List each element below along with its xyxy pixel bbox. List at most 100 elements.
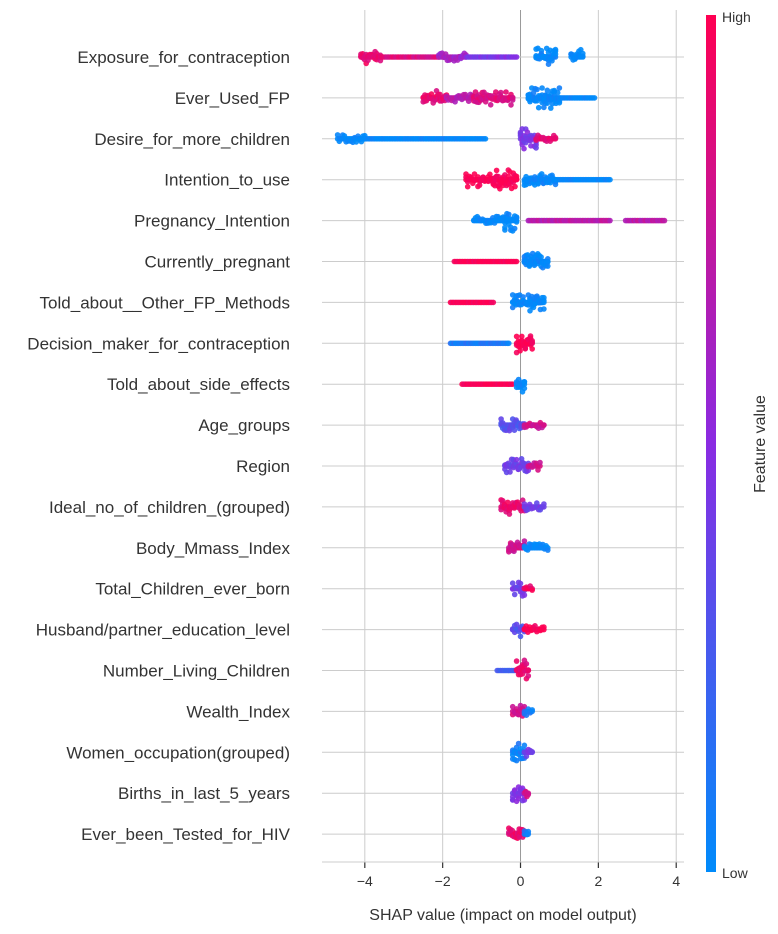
shap-point bbox=[524, 129, 531, 135]
feature-labels: Exposure_for_contraception Ever_Used_FP De… bbox=[27, 48, 290, 844]
shap-point bbox=[513, 54, 520, 60]
feature-label: Currently_pregnant bbox=[144, 253, 290, 272]
shap-point bbox=[513, 258, 520, 265]
x-tick-label: 4 bbox=[672, 873, 680, 889]
x-tick-label: −4 bbox=[357, 873, 373, 889]
feature-label: Told_about__Other_FP_Methods bbox=[40, 293, 290, 312]
feature-label: Told_about_side_effects bbox=[107, 375, 290, 394]
shap-point bbox=[541, 104, 547, 111]
shap-point bbox=[493, 167, 500, 174]
shap-point bbox=[487, 102, 494, 108]
shap-point bbox=[513, 621, 520, 628]
shap-point bbox=[525, 673, 532, 679]
shap-point bbox=[534, 86, 540, 93]
x-axis-title: SHAP value (impact on model output) bbox=[369, 907, 636, 924]
shap-point bbox=[541, 306, 547, 312]
shap-point bbox=[525, 828, 532, 835]
shap-point bbox=[552, 46, 559, 53]
shap-point bbox=[490, 299, 497, 306]
shap-point bbox=[521, 385, 528, 392]
shap-point bbox=[523, 661, 530, 667]
shap-point bbox=[661, 217, 668, 224]
shap-point bbox=[522, 345, 529, 352]
shap-point bbox=[509, 94, 516, 101]
shap-point bbox=[513, 658, 520, 664]
shap-point bbox=[521, 742, 528, 749]
feature-label: Intention_to_use bbox=[164, 171, 290, 190]
shap-point bbox=[521, 145, 527, 152]
shap-point bbox=[521, 538, 528, 544]
shap-point bbox=[529, 339, 535, 346]
shap-point bbox=[529, 346, 535, 352]
shap-point bbox=[513, 173, 520, 180]
shap-point bbox=[511, 591, 518, 598]
feature-label: Ever_Used_FP bbox=[175, 89, 290, 108]
shap-point bbox=[511, 225, 518, 232]
x-tick-label: 0 bbox=[517, 873, 525, 889]
shap-point bbox=[541, 501, 547, 507]
shap-point bbox=[519, 333, 525, 340]
shap-point bbox=[509, 580, 516, 586]
shap-point bbox=[545, 547, 551, 553]
shap-point bbox=[482, 136, 489, 142]
shap-point bbox=[517, 348, 523, 354]
shap-point bbox=[464, 183, 471, 190]
feature-label: Number_Living_Children bbox=[103, 662, 290, 681]
shap-point bbox=[552, 181, 559, 188]
shap-point bbox=[521, 592, 528, 598]
x-axis: −4 −2 0 2 4 bbox=[322, 861, 684, 889]
shap-point bbox=[591, 95, 598, 101]
shap-point bbox=[504, 499, 511, 506]
feature-label: Region bbox=[236, 457, 290, 476]
shap-point bbox=[538, 254, 544, 260]
feature-label: Age_groups bbox=[198, 416, 290, 435]
shap-point bbox=[498, 89, 504, 96]
shap-point bbox=[545, 263, 551, 269]
shap-point bbox=[541, 422, 547, 428]
shap-point bbox=[552, 134, 559, 141]
shap-point bbox=[525, 667, 532, 673]
shap-point bbox=[580, 53, 586, 59]
feature-label: Women_occupation(grouped) bbox=[66, 743, 290, 762]
shap-point bbox=[525, 791, 532, 798]
feature-label: Decision_maker_for_contraception bbox=[27, 334, 290, 353]
shap-point bbox=[515, 740, 522, 747]
shap-point bbox=[548, 105, 554, 111]
feature-label: Pregnancy_Intention bbox=[134, 212, 290, 231]
shap-point bbox=[529, 749, 535, 755]
shap-point bbox=[607, 176, 613, 183]
feature-label: Total_Children_ever_born bbox=[95, 580, 290, 599]
x-tick-label: 2 bbox=[594, 873, 602, 889]
shap-point bbox=[506, 340, 512, 347]
x-tick-label: −2 bbox=[435, 873, 451, 889]
shap-point bbox=[607, 217, 613, 224]
shap-point bbox=[541, 294, 547, 301]
shap-point bbox=[545, 61, 552, 67]
shap-point bbox=[487, 171, 493, 178]
shap-point bbox=[513, 215, 520, 221]
shap-point bbox=[503, 89, 509, 95]
shap-point bbox=[537, 459, 543, 466]
shap-point bbox=[506, 511, 513, 517]
colorbar-title: Feature value bbox=[752, 395, 769, 493]
shap-point bbox=[476, 182, 483, 188]
feature-label: Ideal_no_of_children_(grouped) bbox=[49, 498, 290, 517]
shap-point bbox=[515, 376, 522, 383]
shap-point bbox=[530, 90, 537, 96]
shap-point bbox=[513, 333, 520, 340]
shap-point bbox=[497, 186, 503, 192]
colorbar-gradient bbox=[706, 15, 716, 872]
shap-point bbox=[541, 624, 547, 630]
colorbar-high-label: High bbox=[722, 9, 751, 25]
feature-label: Ever_been_Tested_for_HIV bbox=[81, 825, 291, 844]
colorbar-low-label: Low bbox=[722, 865, 749, 881]
shap-point bbox=[521, 379, 528, 385]
feature-label: Wealth_Index bbox=[186, 702, 290, 721]
shap-point bbox=[517, 580, 524, 587]
feature-label: Desire_for_more_children bbox=[94, 130, 290, 149]
shap-point bbox=[513, 456, 520, 463]
shap-point bbox=[517, 633, 524, 640]
shap-point bbox=[556, 85, 563, 91]
feature-label: Exposure_for_contraception bbox=[77, 48, 290, 67]
colorbar: High Low Feature value bbox=[706, 9, 769, 881]
